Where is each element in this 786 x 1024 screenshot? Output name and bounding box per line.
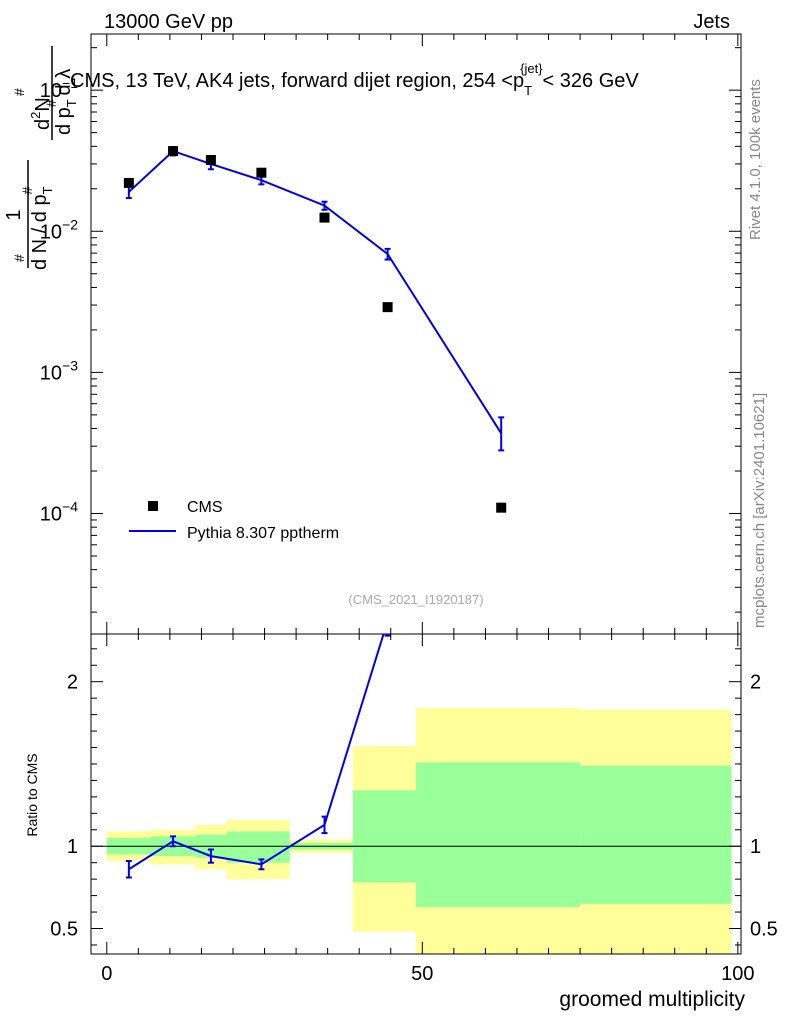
cms-data-point-6 bbox=[496, 502, 507, 513]
ylabel-dn-sub: T bbox=[40, 186, 55, 194]
main-series-layer bbox=[123, 146, 664, 651]
main-y-tick-mantissa-0: 10 bbox=[40, 80, 62, 102]
cms-data-point-5 bbox=[382, 302, 393, 313]
ylabel-d: d bbox=[32, 119, 54, 130]
ratio-y-tick-label-left-2: 2 bbox=[67, 672, 78, 694]
ratio-band-green-5 bbox=[352, 790, 416, 883]
main-y-tick-exponent-0: −1 bbox=[62, 75, 78, 91]
main-y-tick-label-1: 10−2 bbox=[40, 216, 78, 243]
rivet-label: Rivet 4.1.0, 100k events bbox=[747, 79, 764, 240]
ylabel-derivative: d2N bbox=[28, 97, 54, 130]
main-y-tick-label-0: 10−1 bbox=[40, 75, 78, 102]
analysis-watermark: (CMS_2021_I1920187) bbox=[348, 592, 483, 607]
main-y-tick-label-2: 10−3 bbox=[40, 357, 78, 384]
main-title: CMS, 13 TeV, AK4 jets, forward dijet reg… bbox=[70, 61, 639, 98]
main-y-axis-label: 1 d N / d pT# d2N d pT#d λ # # bbox=[3, 46, 79, 270]
ylabel-hash: # bbox=[43, 99, 59, 107]
ylabel-dp: d p bbox=[53, 107, 75, 135]
cms-data-point-7 bbox=[654, 641, 664, 651]
main-y-tick-exponent-1: −2 bbox=[62, 216, 78, 232]
ylabel-pow: 2 bbox=[28, 112, 43, 119]
main-y-tick-exponent-3: −4 bbox=[62, 499, 78, 515]
ylabel-T: T bbox=[64, 99, 79, 107]
ylabel-hash-lower: # bbox=[11, 254, 27, 262]
legend: CMS Pythia 8.307 pptherm bbox=[129, 499, 339, 542]
x-axis-label: groomed multiplicity bbox=[559, 988, 745, 1011]
ratio-y-tick-label-right-1: 1 bbox=[750, 836, 761, 858]
x-tick-label-100: 100 bbox=[721, 963, 754, 985]
ylabel-dpt-dlambda: d pT # d λ bbox=[43, 69, 79, 135]
ratio-curve-line bbox=[128, 634, 385, 871]
main-y-tick-label-3: 10−4 bbox=[40, 499, 78, 526]
main-y-tick-exponent-2: −3 bbox=[62, 357, 78, 373]
main-y-tick-mantissa-1: 10 bbox=[40, 221, 62, 243]
ylabel-dn-hash: # bbox=[19, 186, 35, 194]
pythia-curve-line bbox=[128, 149, 503, 434]
x-tick-label-0: 0 bbox=[101, 963, 112, 985]
title-subscript: T bbox=[524, 83, 532, 98]
legend-label-cms: CMS bbox=[187, 499, 223, 516]
header-right-label: Jets bbox=[693, 11, 730, 33]
ylabel-denominator: d N / d pT # bbox=[19, 186, 55, 270]
cms-data-point-3 bbox=[256, 167, 267, 178]
ratio-y-tick-label-left-0.5: 0.5 bbox=[50, 918, 78, 940]
cms-data-point-4 bbox=[319, 212, 330, 223]
ratio-y-tick-label-left-1: 1 bbox=[67, 836, 78, 858]
ratio-uncertainty-bands bbox=[106, 708, 732, 954]
main-y-tick-mantissa-3: 10 bbox=[40, 504, 62, 526]
cms-data-point-2 bbox=[205, 154, 216, 165]
title-superscript: {jet} bbox=[520, 61, 543, 76]
main-y-tick-mantissa-2: 10 bbox=[40, 362, 62, 384]
header-left-label: 13000 GeV pp bbox=[104, 11, 233, 33]
title-part-2: < 326 GeV bbox=[543, 70, 640, 92]
ylabel-one: 1 bbox=[3, 209, 25, 220]
mcplots-label: mcplots.cern.ch [arXiv:2401.10621] bbox=[751, 393, 768, 628]
ratio-band-green-3 bbox=[226, 831, 290, 863]
legend-label-pythia: Pythia 8.307 pptherm bbox=[187, 525, 339, 542]
ylabel-dn-dpt: d N / d p bbox=[29, 194, 51, 270]
legend-marker-cms bbox=[148, 501, 158, 511]
ratio-y-tick-label-right-0.5: 0.5 bbox=[750, 918, 778, 940]
main-panel-frame bbox=[90, 33, 742, 635]
ylabel-N: N bbox=[32, 97, 54, 111]
ratio-panel-frame bbox=[90, 633, 742, 955]
cms-data-point-1 bbox=[168, 146, 179, 157]
ylabel-dlambda: d λ bbox=[53, 69, 75, 96]
cms-data-point-0 bbox=[123, 177, 134, 188]
ylabel-hash-upper: # bbox=[11, 88, 27, 96]
ratio-band-green-7 bbox=[580, 765, 732, 904]
ratio-y-axis-label: Ratio to CMS bbox=[24, 753, 40, 836]
ratio-y-tick-label-right-2: 2 bbox=[750, 672, 761, 694]
ratio-band-green-6 bbox=[416, 762, 581, 908]
title-part-1: CMS, 13 TeV, AK4 jets, forward dijet reg… bbox=[70, 70, 524, 92]
ratio-curve-layer bbox=[125, 634, 391, 879]
x-tick-label-50: 50 bbox=[411, 963, 433, 985]
